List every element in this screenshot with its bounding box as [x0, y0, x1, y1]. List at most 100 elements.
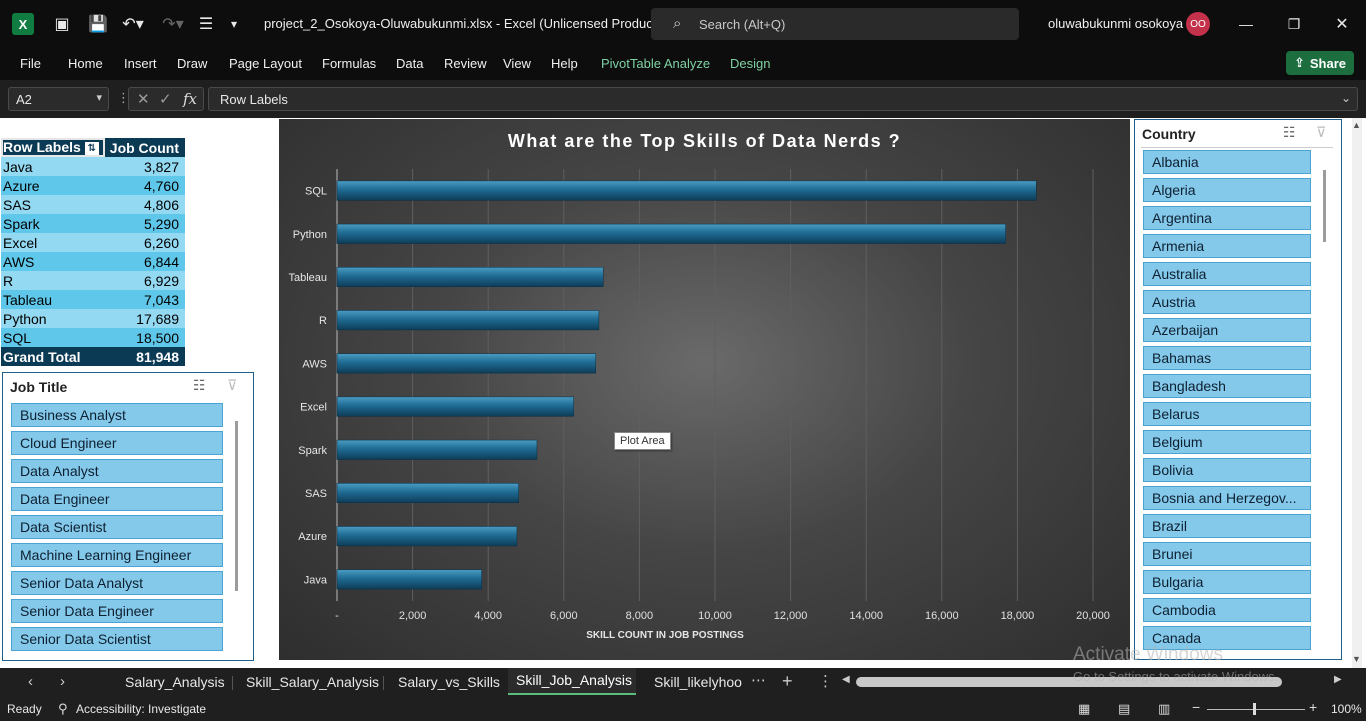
bar-python[interactable]: [336, 223, 1006, 244]
slicer-item[interactable]: Bangladesh: [1143, 374, 1311, 398]
options-icon[interactable]: ⋮: [818, 673, 833, 690]
bar-java[interactable]: [336, 569, 482, 590]
pivot-row-label[interactable]: Python: [1, 309, 105, 328]
pivot-row[interactable]: R 6,929: [1, 271, 185, 290]
pivot-row-label[interactable]: Spark: [1, 214, 105, 233]
add-sheet-icon[interactable]: +: [782, 671, 793, 691]
customize-toolbar-icon[interactable]: ▾: [230, 17, 238, 31]
zoom-in-icon[interactable]: +: [1309, 699, 1318, 715]
pivot-total-row[interactable]: Grand Total 81,948: [1, 347, 185, 366]
menu-page-layout[interactable]: Page Layout: [229, 56, 303, 71]
normal-view-icon[interactable]: ▦: [1078, 701, 1091, 716]
slicer-item[interactable]: Belarus: [1143, 402, 1311, 426]
pivot-row-label[interactable]: Excel: [1, 233, 105, 252]
x-axis-title[interactable]: SKILL COUNT IN JOB POSTINGS: [586, 630, 744, 641]
pivot-row-value[interactable]: 6,844: [104, 252, 185, 271]
save-icon[interactable]: 💾: [88, 16, 108, 33]
formula-input[interactable]: Row Labels ⌄: [208, 87, 1358, 111]
more-icon[interactable]: ⋮: [117, 90, 130, 105]
name-box[interactable]: A2 ▾: [8, 87, 109, 111]
bar-tableau[interactable]: [336, 267, 604, 287]
search-input[interactable]: ⌕ Search (Alt+Q): [651, 8, 1019, 40]
menu-review[interactable]: Review: [444, 56, 487, 71]
pivot-total-value[interactable]: 81,948: [104, 347, 185, 366]
minimize-icon[interactable]: —: [1239, 16, 1253, 32]
worksheet[interactable]: Row Labels ⇅ Job Count Java 3,827 Azure 4,76…: [0, 118, 1366, 668]
close-icon[interactable]: ✕: [1335, 16, 1349, 33]
chevron-down-icon[interactable]: ▾: [96, 92, 102, 104]
page-layout-view-icon[interactable]: ▤: [1118, 701, 1131, 716]
pivot-row[interactable]: Excel 6,260: [1, 233, 185, 252]
bar-sql[interactable]: [336, 180, 1037, 201]
multi-select-icon[interactable]: ☷: [193, 377, 206, 393]
pivot-row[interactable]: Java 3,827: [1, 157, 185, 176]
pivot-row[interactable]: Python 17,689: [1, 309, 185, 328]
slicer-item[interactable]: Senior Data Scientist: [11, 627, 223, 651]
clear-filter-icon[interactable]: ⊽: [1316, 124, 1327, 140]
chevron-right-icon[interactable]: ›: [60, 673, 65, 690]
slicer-item[interactable]: Argentina: [1143, 206, 1311, 230]
pivot-row-value[interactable]: 3,827: [104, 157, 185, 176]
undo-icon[interactable]: ↶▾: [122, 16, 144, 33]
chevron-down-icon[interactable]: ⌄: [1340, 91, 1351, 105]
pivot-row-label[interactable]: SQL: [1, 328, 105, 347]
slicer-item[interactable]: Austria: [1143, 290, 1311, 314]
menu-home[interactable]: Home: [68, 56, 103, 71]
slicer-item[interactable]: Armenia: [1143, 234, 1311, 258]
slicer-item[interactable]: Belgium: [1143, 430, 1311, 454]
cancel-icon[interactable]: ✕: [137, 91, 150, 108]
pivot-row-value[interactable]: 4,760: [104, 176, 185, 195]
share-button[interactable]: ⇪ Share: [1286, 51, 1354, 75]
zoom-out-icon[interactable]: −: [1192, 699, 1201, 715]
pivot-row-value[interactable]: 6,929: [104, 271, 185, 290]
tab-salary-analysis[interactable]: Salary_Analysis: [125, 674, 225, 690]
tab-skill-likelyhood[interactable]: Skill_likelyhoo: [654, 674, 742, 690]
menu-design[interactable]: Design: [730, 56, 771, 71]
slicer-item[interactable]: Brunei: [1143, 542, 1311, 566]
pivot-row[interactable]: Spark 5,290: [1, 214, 185, 233]
scroll-right-icon[interactable]: ▶: [1334, 674, 1342, 685]
pivot-row-label[interactable]: AWS: [1, 252, 105, 271]
bar-spark[interactable]: [336, 439, 538, 460]
user-name[interactable]: oluwabukunmi osokoya: [1048, 16, 1184, 31]
autosave-icon[interactable]: ▣: [54, 16, 70, 33]
vertical-scrollbar[interactable]: ▲ ▼: [1352, 118, 1362, 668]
pivot-row-value[interactable]: 18,500: [104, 328, 185, 347]
menu-draw[interactable]: Draw: [177, 56, 208, 71]
page-break-view-icon[interactable]: ▥: [1158, 701, 1171, 716]
slicer-item[interactable]: Senior Data Analyst: [11, 571, 223, 595]
slicer-item[interactable]: Albania: [1143, 150, 1311, 174]
pivot-row[interactable]: SAS 4,806: [1, 195, 185, 214]
pivot-row-value[interactable]: 4,806: [104, 195, 185, 214]
menu-pivottable-analyze[interactable]: PivotTable Analyze: [601, 56, 711, 71]
menu-formulas[interactable]: Formulas: [322, 56, 377, 71]
bar-chart[interactable]: What are the Top Skills of Data Nerds ? …: [279, 119, 1130, 660]
bar-excel[interactable]: [336, 396, 574, 417]
bar-aws[interactable]: [336, 353, 596, 374]
slicer-item[interactable]: Cloud Engineer: [11, 431, 223, 455]
sort-filter-icon[interactable]: ⇅: [84, 141, 99, 156]
accessibility-icon[interactable]: ⚲: [58, 701, 68, 716]
slicer-item[interactable]: Data Analyst: [11, 459, 223, 483]
pivot-row-label[interactable]: Azure: [1, 176, 105, 195]
zoom-slider[interactable]: [1207, 709, 1305, 710]
pivot-header-job-count[interactable]: Job Count: [104, 138, 185, 157]
menu-data[interactable]: Data: [396, 56, 424, 71]
multi-select-icon[interactable]: ☷: [1283, 124, 1296, 140]
clear-filter-icon[interactable]: ⊽: [227, 377, 238, 393]
slicer-item[interactable]: Bahamas: [1143, 346, 1311, 370]
slicer-scrollbar[interactable]: [1323, 170, 1326, 242]
chart-title[interactable]: What are the Top Skills of Data Nerds ?: [507, 131, 902, 151]
pivot-header-row-labels[interactable]: Row Labels ⇅: [1, 138, 105, 157]
scroll-up-icon[interactable]: ▲: [1352, 120, 1361, 130]
tab-skill-salary-analysis[interactable]: Skill_Salary_Analysis: [246, 674, 380, 690]
pivot-row[interactable]: AWS 6,844: [1, 252, 185, 271]
slicer-item[interactable]: Canada: [1143, 626, 1311, 650]
menu-file[interactable]: File: [20, 56, 41, 71]
slicer-item[interactable]: Brazil: [1143, 514, 1311, 538]
slicer-item[interactable]: Algeria: [1143, 178, 1311, 202]
pivot-row-label[interactable]: R: [1, 271, 105, 290]
horizontal-scrollbar[interactable]: [856, 677, 1282, 687]
pivot-row[interactable]: SQL 18,500: [1, 328, 185, 347]
menu-view[interactable]: View: [503, 56, 531, 71]
